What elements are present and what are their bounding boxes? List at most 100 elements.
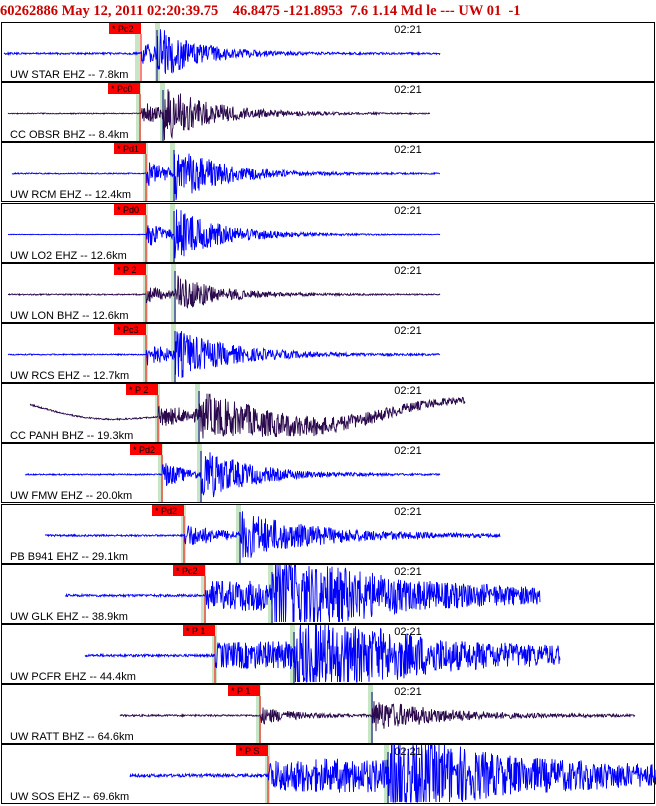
event-latitude: 46.8475 <box>232 3 280 19</box>
time-mark-label: 02:21 <box>394 445 422 457</box>
station-label: UW STAR EHZ -- 7.8km <box>10 69 128 81</box>
pick-label-box <box>114 143 146 154</box>
pick-label-box <box>108 83 140 94</box>
waveform-trace <box>84 624 561 683</box>
station-panel: 02:21 * Pc3 UW RCS EHZ -- 12.7km <box>1 323 655 383</box>
waveform-trace <box>7 330 441 378</box>
event-datetime: May 12, 2011 02:20:39.75 <box>61 3 219 19</box>
station-panel: 02:21 * Pd2 UW FMW EHZ -- 20.0km <box>1 443 655 503</box>
station-label: CC OBSR BHZ -- 8.4km <box>10 129 129 141</box>
time-mark-label: 02:21 <box>394 566 422 578</box>
time-mark-label: 02:21 <box>394 325 422 337</box>
time-mark-label: 02:21 <box>394 506 422 518</box>
pick-label: * Pc3 <box>117 325 139 335</box>
pick-label: * Pc2 <box>176 566 198 576</box>
time-mark-label: 02:21 <box>394 686 422 698</box>
seismogram-panels: 02:21 * Pc2 UW STAR EHZ -- 7.8km 02:21 * Pc0… <box>1 22 656 804</box>
panel-frame <box>1 383 655 443</box>
waveform-trace <box>119 701 636 732</box>
pick-label: * Pd2 <box>155 506 177 516</box>
waveform-trace <box>44 511 501 558</box>
pick-label: * Pc2 <box>112 24 134 34</box>
station-panel: 02:21 * Pd2 PB B941 EHZ -- 29.1km <box>1 504 655 564</box>
station-panel: 02:21 * P 2 CC PANH BHZ -- 19.3km <box>1 383 655 443</box>
pick-label: * P 1 <box>231 686 250 696</box>
station-panel: 02:21 * P 1 UW PCFR EHZ -- 44.4km <box>1 624 655 684</box>
pick-window <box>135 23 140 81</box>
waveform-trace <box>29 393 466 439</box>
time-mark-label: 02:21 <box>394 144 422 156</box>
station-label: UW LON BHZ -- 12.6km <box>10 310 129 322</box>
panel-frame <box>1 263 655 323</box>
pick-label-box <box>130 444 162 455</box>
waveform-trace <box>3 29 441 74</box>
pick-label-box <box>236 745 268 756</box>
pick-window <box>170 143 175 201</box>
station-label: CC PANH BHZ -- 19.3km <box>10 430 133 442</box>
station-panel: 02:21 * Pd0 UW LO2 EHZ -- 12.6km <box>1 203 655 263</box>
time-mark-label: 02:21 <box>394 265 422 277</box>
pick-label-box <box>183 625 215 636</box>
event-magnitude: 1.14 <box>371 3 398 19</box>
pick-window <box>256 685 261 743</box>
pick-label-box <box>126 384 158 395</box>
event-header: 60262886 May 12, 2011 02:20:39.75 46.847… <box>0 0 656 22</box>
pick-label-box <box>228 685 260 696</box>
station-panel: 02:21 * Pd1 UW RCM EHZ -- 12.4km <box>1 142 655 202</box>
pick-window <box>368 685 373 743</box>
waveform-trace <box>11 153 440 201</box>
time-mark-label: 02:21 <box>394 746 422 758</box>
pick-label: * P 1 <box>186 626 205 636</box>
pick-label: * P S <box>239 746 259 756</box>
station-label: UW FMW EHZ -- 20.0km <box>10 490 132 502</box>
pick-label: * Pc0 <box>111 84 133 94</box>
time-mark-label: 02:21 <box>394 626 422 638</box>
time-mark-label: 02:21 <box>394 24 422 36</box>
pick-label-box <box>109 23 141 34</box>
station-panel: 02:21 * Pc2 UW GLK EHZ -- 38.9km <box>1 563 655 624</box>
event-source: UW 01 <box>458 3 502 19</box>
pick-window <box>290 625 295 683</box>
pick-window <box>158 444 163 502</box>
pick-label: * P 2 <box>129 385 148 395</box>
station-label: UW RATT BHZ -- 64.6km <box>10 731 134 743</box>
station-label: UW GLK EHZ -- 38.9km <box>10 611 128 623</box>
pick-label-box <box>173 565 205 576</box>
event-quality: --- <box>440 3 455 19</box>
time-mark-label: 02:21 <box>394 385 422 397</box>
station-label: UW RCS EHZ -- 12.7km <box>10 370 129 382</box>
waveform-trace <box>7 89 431 140</box>
station-label: UW LO2 EHZ -- 12.6km <box>10 250 127 262</box>
event-version: -1 <box>508 3 521 19</box>
station-label: UW PCFR EHZ -- 44.4km <box>10 671 136 683</box>
pick-label-box <box>114 204 146 215</box>
event-longitude: -121.8953 <box>283 3 343 19</box>
station-panel: 02:21 * P 1 UW RATT BHZ -- 64.6km <box>1 684 655 744</box>
pick-label: * Pd0 <box>117 205 139 215</box>
waveform-trace <box>129 744 656 803</box>
pick-window <box>170 204 175 262</box>
event-id: 60262886 <box>0 3 58 19</box>
pick-label-box <box>114 264 146 275</box>
pick-label: * P 2 <box>117 265 136 275</box>
time-mark-label: 02:21 <box>394 84 422 96</box>
station-panel: 02:21 * Pc2 UW STAR EHZ -- 7.8km <box>1 22 655 82</box>
panel-frame <box>1 142 655 202</box>
station-label: PB B941 EHZ -- 29.1km <box>10 551 128 563</box>
station-panel: 02:21 * Pc0 CC OBSR BHZ -- 8.4km <box>1 82 655 142</box>
waveform-trace <box>64 563 541 623</box>
pick-window <box>136 83 141 141</box>
pick-label: * Pd1 <box>117 144 139 154</box>
event-magnitude-type: Md <box>400 3 423 19</box>
time-mark-label: 02:21 <box>394 205 422 217</box>
pick-label: * Pd2 <box>133 445 155 455</box>
event-depth: 7.6 <box>350 3 369 19</box>
waveform-trace <box>24 452 441 498</box>
station-panel: 02:21 * P S UW SOS EHZ -- 69.6km <box>1 744 656 804</box>
panel-frame <box>1 684 655 744</box>
panel-frame <box>1 203 655 263</box>
pick-label-box <box>114 324 146 335</box>
waveform-trace <box>7 275 441 309</box>
pick-label-box <box>152 505 184 516</box>
panel-frame <box>1 323 655 383</box>
